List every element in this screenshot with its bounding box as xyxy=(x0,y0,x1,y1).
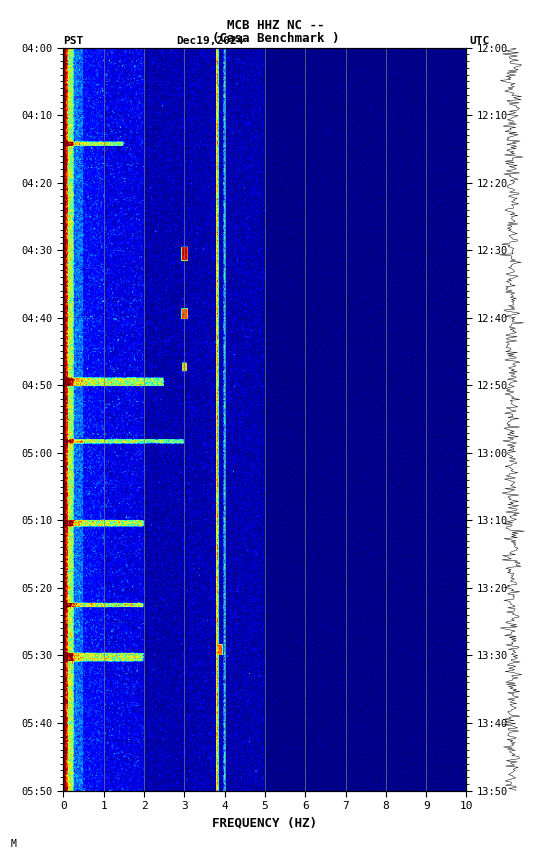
Text: M: M xyxy=(11,839,17,848)
Text: PST: PST xyxy=(63,36,84,47)
Text: MCB HHZ NC --: MCB HHZ NC -- xyxy=(227,19,325,32)
X-axis label: FREQUENCY (HZ): FREQUENCY (HZ) xyxy=(213,816,317,829)
Text: (Casa Benchmark ): (Casa Benchmark ) xyxy=(213,32,339,45)
Text: UTC: UTC xyxy=(469,36,490,47)
Text: Dec19,2024: Dec19,2024 xyxy=(177,36,244,47)
